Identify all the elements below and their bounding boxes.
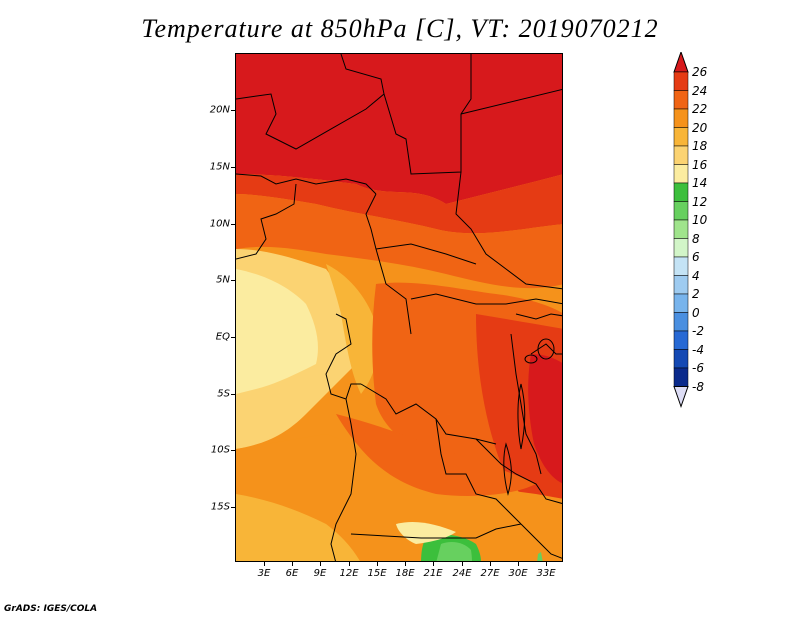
lon-label-15e: 15E	[367, 568, 387, 579]
field-22-band	[236, 194, 562, 289]
field-green-speck	[537, 552, 543, 561]
lat-tick	[231, 507, 235, 508]
colorbar-label: 0	[692, 305, 700, 320]
lat-label-20n: 20N	[209, 104, 230, 116]
country-borders	[236, 54, 562, 561]
lon-label-6e: 6E	[285, 568, 299, 579]
lon-label-9e: 9E	[313, 568, 327, 579]
colorbar-bin	[673, 90, 689, 110]
lat-tick	[231, 167, 235, 168]
lat-tick	[231, 450, 235, 451]
colorbar-bin	[673, 275, 689, 295]
colorbar-label: -2	[692, 324, 704, 338]
lake-outlines	[503, 338, 555, 496]
field-east-26	[528, 354, 562, 484]
colorbar-label: 24	[692, 83, 708, 98]
lat-label-10s: 10S	[210, 444, 230, 456]
temperature-map	[235, 53, 563, 562]
colorbar-bin	[673, 293, 689, 313]
lat-tick	[231, 224, 235, 225]
lon-label-21e: 21E	[423, 568, 443, 579]
colorbar-label: 6	[692, 250, 700, 264]
map-field	[236, 54, 562, 561]
lon-tick	[349, 562, 350, 566]
colorbar-bin	[673, 164, 689, 184]
field-southwest-18	[236, 494, 360, 561]
colorbar-bin	[673, 349, 689, 369]
colorbar-bin	[673, 330, 689, 350]
field-16-west	[236, 269, 318, 394]
lon-label-27e: 27E	[480, 568, 500, 579]
lon-label-18e: 18E	[395, 568, 415, 579]
colorbar-bin	[673, 312, 689, 332]
lon-label-12e: 12E	[339, 568, 359, 579]
colorbar-label: 14	[692, 176, 708, 190]
lat-label-eq: EQ	[215, 331, 230, 343]
colorbar-label: -8	[692, 379, 704, 394]
colorbar-bin	[673, 367, 689, 387]
colorbar-label: 4	[692, 268, 700, 283]
lon-tick	[546, 562, 547, 566]
colorbar-bin	[673, 127, 689, 147]
lon-tick	[292, 562, 293, 566]
colorbar	[673, 52, 689, 409]
colorbar-label: 22	[692, 102, 708, 116]
lat-tick	[231, 280, 235, 281]
colorbar-top-arrow	[673, 52, 689, 73]
field-hot-north	[236, 54, 562, 204]
lat-label-5n: 5N	[216, 274, 230, 286]
field-green-10	[436, 542, 472, 561]
lon-tick	[433, 562, 434, 566]
colorbar-bin	[673, 256, 689, 276]
colorbar-label: 20	[692, 120, 708, 135]
colorbar-label: 26	[692, 65, 708, 79]
lon-label-33e: 33E	[536, 568, 556, 579]
lat-tick	[231, 337, 235, 338]
lon-tick	[377, 562, 378, 566]
colorbar-bin	[673, 145, 689, 165]
lon-label-30e: 30E	[508, 568, 528, 579]
colorbar-bin	[673, 201, 689, 221]
lon-tick	[405, 562, 406, 566]
colorbar-label: 10	[692, 213, 708, 227]
lon-label-24e: 24E	[452, 568, 472, 579]
field-24-band	[236, 174, 562, 234]
lat-label-10n: 10N	[209, 218, 230, 230]
colorbar-bin	[673, 182, 689, 202]
colorbar-label: 12	[692, 194, 708, 209]
colorbar-label: -4	[692, 342, 704, 357]
lat-label-15n: 15N	[209, 161, 230, 173]
colorbar-label: 2	[692, 287, 700, 301]
lon-label-3e: 3E	[257, 568, 271, 579]
lon-tick	[490, 562, 491, 566]
colorbar-bottom-arrow	[673, 386, 689, 409]
colorbar-label: -6	[692, 361, 704, 375]
lon-tick	[518, 562, 519, 566]
field-18-central	[326, 264, 378, 394]
colorbar-bin	[673, 238, 689, 258]
lon-tick	[320, 562, 321, 566]
colorbar-label: 8	[692, 231, 700, 246]
lon-tick	[264, 562, 265, 566]
map-title: Temperature at 850hPa [C], VT: 201907021…	[141, 14, 659, 43]
colorbar-bin	[673, 219, 689, 239]
colorbar-bin	[673, 108, 689, 128]
colorbar-label: 18	[692, 139, 708, 153]
colorbar-bin	[673, 71, 689, 91]
grads-credit: GrADS: IGES/COLA	[4, 604, 98, 614]
field-south-22	[336, 414, 536, 496]
lon-tick	[462, 562, 463, 566]
lat-label-5s: 5S	[217, 388, 230, 400]
colorbar-label: 16	[692, 157, 708, 172]
lat-tick	[231, 394, 235, 395]
lat-label-15s: 15S	[210, 501, 230, 513]
lat-tick	[231, 110, 235, 111]
